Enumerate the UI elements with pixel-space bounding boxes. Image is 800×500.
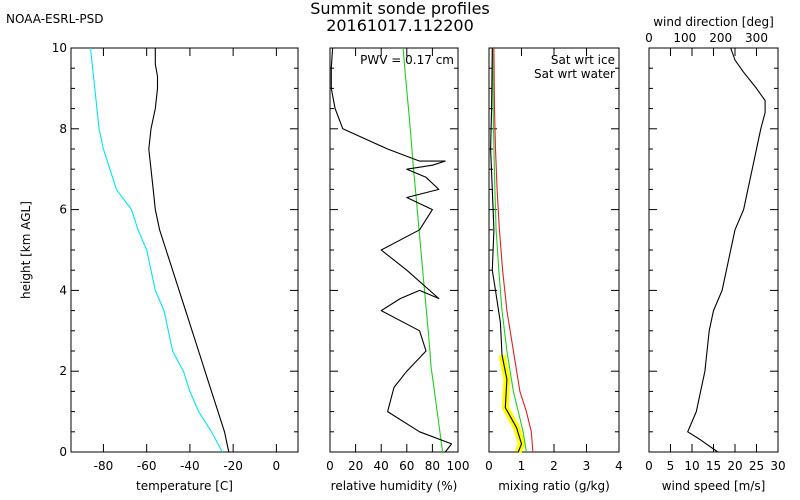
- x-axis-label: temperature [C]: [136, 479, 233, 493]
- x-axis-label: relative humidity (%): [331, 479, 458, 493]
- chart-title: Summit sonde profiles: [310, 0, 490, 18]
- panel-0-frame: [70, 47, 299, 453]
- org-label: NOAA-ESRL-PSD: [6, 12, 104, 26]
- x-tick-label: 1: [518, 459, 526, 473]
- panel-3-series-0-line: [687, 47, 766, 453]
- panel-3-frame: [648, 47, 779, 453]
- y-axis-label: height [km AGL]: [19, 201, 33, 299]
- legend-sat-water: Sat wrt water: [534, 67, 615, 81]
- x-tick-label: 15: [706, 459, 721, 473]
- top-tick-label: 200: [709, 31, 732, 45]
- x-tick-label: 0: [485, 459, 493, 473]
- x-tick-label: 100: [447, 459, 470, 473]
- x-tick-label: 30: [770, 459, 785, 473]
- panel-2-series-0-line: [492, 47, 527, 453]
- x-tick-label: 20: [727, 459, 742, 473]
- top-axis-label: wind direction [deg]: [653, 15, 774, 29]
- x-tick-label: 0: [645, 459, 653, 473]
- x-tick-label: 0: [273, 459, 281, 473]
- y-tick-label: 2: [59, 364, 67, 378]
- y-tick-label: 4: [59, 283, 67, 297]
- x-tick-label: 20: [348, 459, 363, 473]
- panel-0-series-1-line: [89, 47, 223, 453]
- x-tick-label: 40: [374, 459, 389, 473]
- x-tick-label: -40: [180, 459, 200, 473]
- panel-1-series-0-line: [402, 47, 444, 453]
- pwv-annotation: PWV = 0.17 cm: [360, 53, 454, 67]
- x-tick-label: 10: [684, 459, 699, 473]
- x-axis-label: wind speed [m/s]: [662, 479, 766, 493]
- y-tick-label: 0: [59, 445, 67, 459]
- x-tick-label: 2: [550, 459, 558, 473]
- x-tick-label: 60: [399, 459, 414, 473]
- y-tick-label: 10: [52, 41, 67, 55]
- legend-sat-ice: Sat wrt ice: [551, 53, 615, 67]
- panel-1-frame: [329, 47, 459, 453]
- x-tick-label: 80: [425, 459, 440, 473]
- panel-0-series-0-line: [148, 48, 230, 453]
- x-tick-label: 4: [615, 459, 623, 473]
- x-tick-label: 25: [749, 459, 764, 473]
- x-tick-label: 0: [326, 459, 334, 473]
- top-tick-label: 300: [745, 31, 768, 45]
- panel-2-series-1-line: [493, 47, 534, 453]
- x-tick-label: -20: [223, 459, 243, 473]
- x-tick-label: 3: [583, 459, 591, 473]
- top-tick-label: 100: [673, 31, 696, 45]
- y-tick-label: 6: [59, 203, 67, 217]
- chart-subtitle: 20161017.112200: [326, 16, 474, 35]
- top-tick-label: 0: [645, 31, 653, 45]
- x-tick-label: -80: [94, 459, 114, 473]
- x-tick-label: -60: [137, 459, 157, 473]
- panel-2-series-2-line: [490, 47, 523, 453]
- x-tick-label: 5: [667, 459, 675, 473]
- y-tick-label: 8: [59, 122, 67, 136]
- panel-1-series-1-line: [330, 47, 453, 453]
- x-axis-label: mixing ratio (g/kg): [498, 479, 610, 493]
